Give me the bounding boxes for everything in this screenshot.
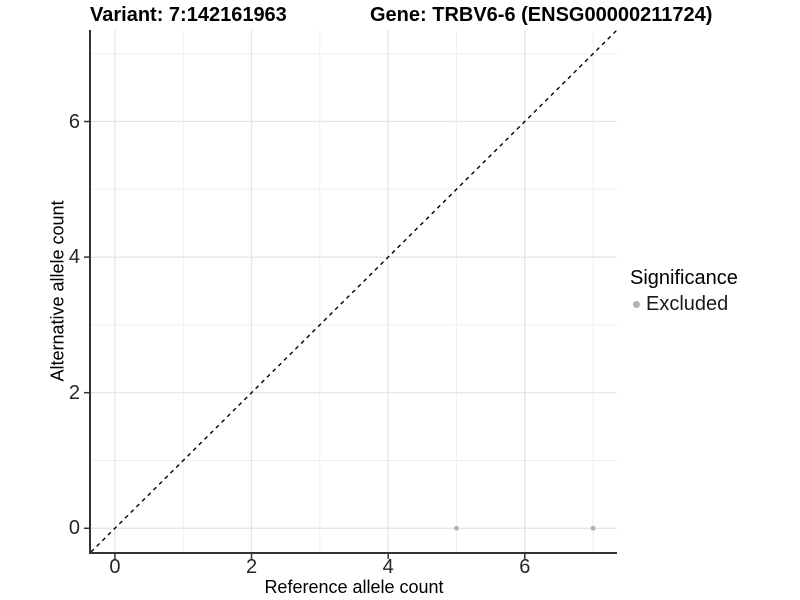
legend-key-dot-icon bbox=[633, 301, 640, 308]
legend-item: Excluded bbox=[630, 293, 738, 316]
legend-title: Significance bbox=[630, 267, 738, 289]
plot-title-gene: Gene: TRBV6-6 (ENSG00000211724) bbox=[370, 4, 713, 26]
data-point bbox=[453, 525, 459, 531]
x-axis-label: Reference allele count bbox=[264, 577, 444, 597]
identity-reference-line bbox=[90, 29, 618, 553]
legend-item-label: Excluded bbox=[646, 293, 729, 315]
plot-title-variant: Variant: 7:142161963 bbox=[90, 4, 287, 26]
y-axis-label: Alternative allele count bbox=[47, 200, 68, 382]
legend-items: Excluded bbox=[630, 293, 738, 316]
legend: Significance Excluded bbox=[630, 267, 738, 316]
data-point bbox=[590, 525, 596, 531]
